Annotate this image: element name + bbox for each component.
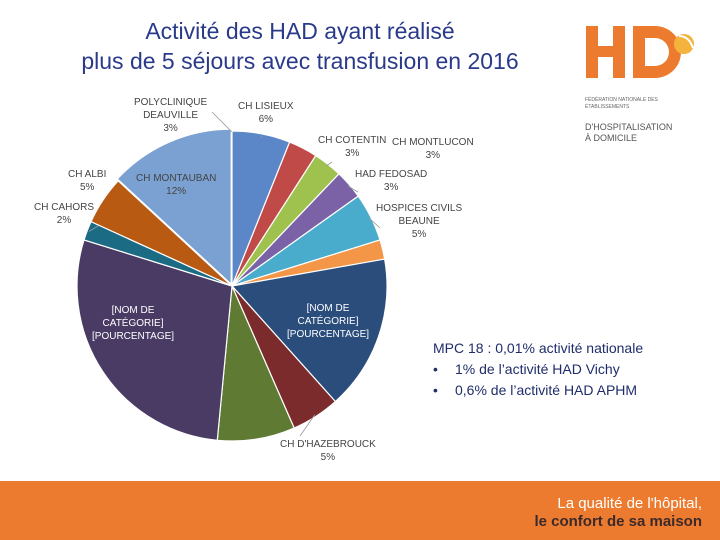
logo-federation-text: D'HOSPITALISATION À DOMICILE [585,122,673,143]
footer-slogan-line2: le confort de sa maison [534,513,702,530]
pie-leader-line [326,161,333,167]
pie-slice-label: HAD FEDOSAD 3% [355,169,428,193]
pie-chart [76,111,388,442]
fnehad-logo: FÉDÉRATION NATIONALE DES ÉTABLISSEMENTS … [583,22,698,143]
logo-hd-mark [586,26,694,78]
pie-slice-label: CH D'HAZEBROUCK 5% [280,439,376,463]
pie-slice-label: CH MONTAUBAN 12% [136,173,217,197]
notes-block: MPC 18 : 0,01% activité nationale • 1% de… [433,338,643,401]
pie-slice-label: HOSPICES CIVILS BEAUNE 5% [376,203,463,240]
pie-leader-line [368,217,381,229]
notes-bullet-text: 1% de l’activité HAD Vichy [455,361,620,377]
pie-slice [76,239,233,441]
pie-slice [230,258,388,403]
slide-title: Activité des HAD ayant réalisé plus de 5… [81,18,519,74]
pie-leader-line [88,225,99,232]
pie-leader-line [211,111,233,133]
pie-slice-label: CH MONTLUCON 3% [392,137,474,161]
pie-slice-label: [NOM DE CATÉGORIE] [POURCENTAGE] [92,305,175,342]
pie-slice-label: CH LISIEUX 6% [238,101,294,125]
notes-bullet: • 0,6% de l’activité HAD APHM [433,382,638,398]
pie-slice-label: CH CAHORS 2% [34,202,95,226]
logo-tagline: FÉDÉRATION NATIONALE DES ÉTABLISSEMENTS … [585,86,698,144]
footer-slogan-line1: La qualité de l'hôpital, [557,495,702,512]
notes-bullet: • 1% de l’activité HAD Vichy [433,361,620,377]
pie-slice-label: [NOM DE CATÉGORIE] [POURCENTAGE] [287,303,370,340]
pie-slice [116,128,232,286]
pie-slice-label: CH ALBI 5% [68,169,107,193]
pie-leader-line [260,135,263,139]
pie-extra-label: POLYCLINIQUE DEAUVILLE 3% [134,97,208,134]
pie-leader-line [299,414,316,437]
pie-slice-label: CH COTENTIN 3% [318,135,387,159]
pie-leader-line [347,185,359,193]
notes-heading: MPC 18 : 0,01% activité nationale [433,340,644,356]
pie-slice [90,179,233,287]
notes-bullet-text: 0,6% de l’activité HAD APHM [455,382,638,398]
logo-federation-small: FÉDÉRATION NATIONALE DES ÉTABLISSEMENTS [585,97,658,110]
footer-banner: La qualité de l'hôpital, le confort de s… [0,481,720,540]
